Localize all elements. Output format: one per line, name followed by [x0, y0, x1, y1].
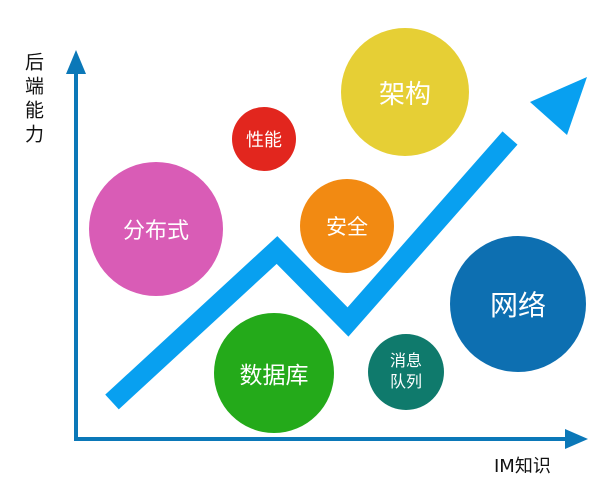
axes: [66, 50, 588, 449]
growth-arrow: [105, 77, 587, 410]
performance-bubble: 性能: [232, 107, 296, 171]
database-bubble: 数据库: [214, 313, 334, 433]
message-queue-label: 消息 队列: [389, 351, 422, 391]
distributed-label: 分布式: [122, 219, 189, 244]
x-axis-arrowhead: [565, 429, 588, 449]
x-axis-label: IM知识: [494, 456, 551, 477]
y-axis-label: 后端能力: [22, 52, 44, 148]
architecture-bubble: 架构: [341, 28, 469, 156]
security-label: 安全: [326, 215, 368, 239]
y-axis-arrowhead: [66, 50, 86, 74]
distributed-bubble: 分布式: [89, 162, 223, 296]
security-bubble: 安全: [300, 179, 394, 273]
message-queue-bubble: 消息 队列: [368, 334, 444, 410]
network-bubble: 网络: [450, 236, 586, 372]
architecture-label: 架构: [378, 79, 431, 110]
network-label: 网络: [489, 289, 546, 322]
growth-arrow-shaft: [105, 131, 518, 410]
growth-arrow-head: [530, 77, 587, 135]
database-label: 数据库: [239, 363, 309, 389]
performance-label: 性能: [246, 130, 282, 151]
